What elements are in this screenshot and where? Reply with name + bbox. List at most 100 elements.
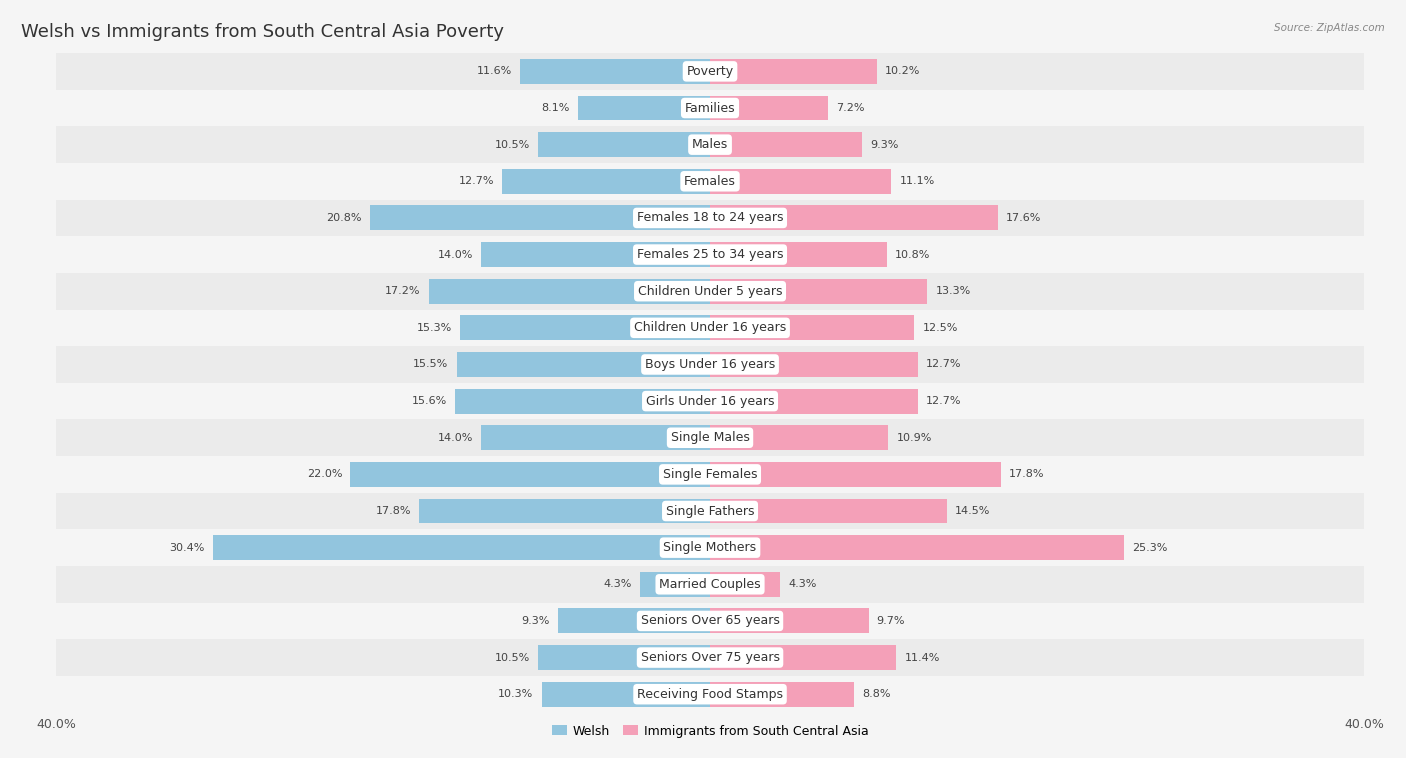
Bar — [710, 462, 1001, 487]
Bar — [56, 127, 1364, 163]
Bar — [56, 163, 1364, 199]
Text: 8.1%: 8.1% — [541, 103, 569, 113]
Text: 9.7%: 9.7% — [877, 616, 905, 626]
Bar — [56, 89, 1364, 127]
Text: 8.8%: 8.8% — [862, 689, 890, 699]
Text: 13.3%: 13.3% — [935, 287, 970, 296]
Legend: Welsh, Immigrants from South Central Asia: Welsh, Immigrants from South Central Asi… — [547, 719, 873, 743]
Text: Females 25 to 34 years: Females 25 to 34 years — [637, 248, 783, 261]
Bar — [56, 456, 1364, 493]
Bar — [214, 535, 710, 560]
Text: 15.6%: 15.6% — [412, 396, 447, 406]
Bar — [481, 425, 710, 450]
Text: 7.2%: 7.2% — [837, 103, 865, 113]
Bar — [710, 535, 1123, 560]
Text: Females 18 to 24 years: Females 18 to 24 years — [637, 211, 783, 224]
Text: Families: Families — [685, 102, 735, 114]
Bar — [558, 609, 710, 634]
Text: 14.0%: 14.0% — [437, 249, 472, 259]
Bar — [710, 681, 853, 706]
Bar — [640, 572, 710, 597]
Bar — [710, 499, 948, 524]
Bar — [520, 59, 710, 84]
Bar — [56, 309, 1364, 346]
Text: Males: Males — [692, 138, 728, 151]
Text: Girls Under 16 years: Girls Under 16 years — [645, 395, 775, 408]
Text: Poverty: Poverty — [686, 65, 734, 78]
Text: Seniors Over 75 years: Seniors Over 75 years — [641, 651, 779, 664]
Bar — [419, 499, 710, 524]
Text: 12.7%: 12.7% — [925, 396, 962, 406]
Text: Single Females: Single Females — [662, 468, 758, 481]
Bar — [710, 132, 862, 157]
Bar — [710, 389, 918, 414]
Text: 22.0%: 22.0% — [307, 469, 342, 479]
Bar — [502, 169, 710, 194]
Bar — [710, 279, 928, 304]
Bar — [578, 96, 710, 121]
Bar — [710, 572, 780, 597]
Bar — [710, 425, 889, 450]
Text: Seniors Over 65 years: Seniors Over 65 years — [641, 615, 779, 628]
Text: Single Males: Single Males — [671, 431, 749, 444]
Bar — [429, 279, 710, 304]
Text: Females: Females — [685, 175, 735, 188]
Text: 10.9%: 10.9% — [897, 433, 932, 443]
Bar — [56, 273, 1364, 309]
Text: 20.8%: 20.8% — [326, 213, 361, 223]
Bar — [710, 242, 887, 267]
Bar — [710, 609, 869, 634]
Text: 11.6%: 11.6% — [477, 67, 512, 77]
Bar — [541, 681, 710, 706]
Bar — [538, 645, 710, 670]
Text: 10.2%: 10.2% — [884, 67, 921, 77]
Text: 4.3%: 4.3% — [603, 579, 631, 589]
Text: Single Fathers: Single Fathers — [666, 505, 754, 518]
Bar — [56, 236, 1364, 273]
Bar — [56, 383, 1364, 419]
Bar — [56, 529, 1364, 566]
Text: 17.6%: 17.6% — [1005, 213, 1042, 223]
Text: 12.7%: 12.7% — [925, 359, 962, 369]
Text: 14.0%: 14.0% — [437, 433, 472, 443]
Text: 10.8%: 10.8% — [894, 249, 931, 259]
Text: 15.5%: 15.5% — [413, 359, 449, 369]
Text: 10.5%: 10.5% — [495, 653, 530, 662]
Bar — [350, 462, 710, 487]
Bar — [710, 352, 918, 377]
Bar — [56, 603, 1364, 639]
Bar — [370, 205, 710, 230]
Bar — [56, 419, 1364, 456]
Text: Married Couples: Married Couples — [659, 578, 761, 590]
Text: 14.5%: 14.5% — [955, 506, 991, 516]
Bar — [460, 315, 710, 340]
Text: Single Mothers: Single Mothers — [664, 541, 756, 554]
Text: 4.3%: 4.3% — [789, 579, 817, 589]
Text: 15.3%: 15.3% — [416, 323, 451, 333]
Text: 30.4%: 30.4% — [170, 543, 205, 553]
Bar — [56, 493, 1364, 529]
Text: 17.8%: 17.8% — [1010, 469, 1045, 479]
Bar — [56, 346, 1364, 383]
Text: 12.5%: 12.5% — [922, 323, 957, 333]
Text: 25.3%: 25.3% — [1132, 543, 1167, 553]
Text: Children Under 5 years: Children Under 5 years — [638, 285, 782, 298]
Text: 10.5%: 10.5% — [495, 139, 530, 149]
Bar — [56, 566, 1364, 603]
Bar — [56, 639, 1364, 676]
Bar — [456, 389, 710, 414]
Bar — [56, 53, 1364, 89]
Bar — [710, 205, 998, 230]
Text: 11.4%: 11.4% — [904, 653, 939, 662]
Bar — [710, 59, 877, 84]
Text: 9.3%: 9.3% — [522, 616, 550, 626]
Text: Children Under 16 years: Children Under 16 years — [634, 321, 786, 334]
Bar — [710, 96, 828, 121]
Bar — [538, 132, 710, 157]
Bar — [710, 645, 897, 670]
Text: 17.8%: 17.8% — [375, 506, 411, 516]
Bar — [710, 169, 891, 194]
Text: 9.3%: 9.3% — [870, 139, 898, 149]
Bar — [457, 352, 710, 377]
Text: Boys Under 16 years: Boys Under 16 years — [645, 358, 775, 371]
